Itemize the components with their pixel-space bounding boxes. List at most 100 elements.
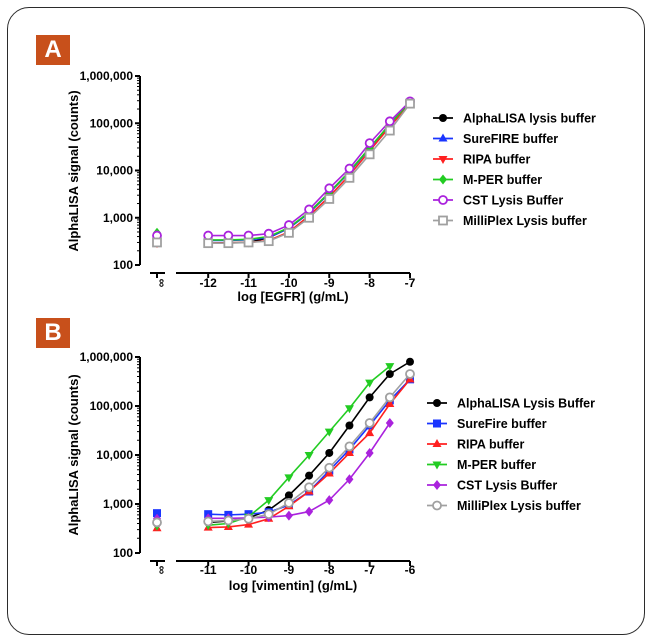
panel-b-series-alphalisa-lysis-buffer-point (284, 491, 293, 500)
panel-a-series-milliplex-lysis-buffer-point (364, 149, 375, 160)
panel-a-x-axis-label: log [EGFR] (g/mL) (237, 289, 348, 304)
panel-b-legend-label: MilliPlex Lysis buffer (457, 499, 581, 513)
panel-a-series-milliplex-lysis-buffer-point (284, 227, 294, 238)
panel-b-legend-label: SureFire buffer (457, 417, 547, 431)
panel-b-chart: 100 1,000 10,000 100,000 1,000,000 AlphaLISA … (66, 350, 595, 593)
panel-b-y-tick-label: 10,000 (96, 448, 133, 462)
panel-b-series-cst-lysis-buffer (153, 417, 394, 524)
panel-a-series-surefire-buffer (152, 97, 415, 244)
panel-b-series-m-per-buffer-point (324, 428, 334, 437)
panel-b-series-alphalisa-lysis-buffer-point (305, 471, 314, 480)
panel-b-series-cst-lysis-buffer-point (284, 510, 293, 521)
panel-b-series-milliplex-lysis-buffer-point (324, 462, 335, 473)
panel-a-y-tick-label: 1,000 (103, 211, 133, 225)
panel-b-legend-marker (432, 500, 442, 511)
panel-a-legend-label: RIPA buffer (463, 153, 530, 167)
panel-a-y-tick-label: 100,000 (90, 116, 134, 130)
panel-b-series-cst-lysis-buffer-line (208, 422, 391, 520)
panel-b-x-tick-label-zero: ∞ (154, 566, 168, 575)
panel-b-series-cst-lysis-buffer-point (345, 474, 354, 485)
panel-b-series-m-per-buffer-point (344, 405, 354, 414)
panel-a-legend-marker (438, 195, 448, 205)
panel-b-series-milliplex-lysis-buffer-point (243, 513, 254, 524)
panel-a-legend-marker (438, 215, 448, 226)
panel-b-x-tick-label: -10 (240, 563, 258, 577)
panel-b-series-ripa-buffer-point (344, 447, 354, 456)
panel-b-legend-marker (432, 461, 442, 470)
panel-b-series-milliplex-lysis-buffer-point (304, 482, 314, 493)
figure-frame (7, 7, 645, 635)
panel-a-legend-label: M-PER buffer (463, 173, 542, 187)
panel-a-series-milliplex-lysis-buffer (152, 98, 415, 249)
panel-b-legend-marker (432, 439, 442, 447)
panel-a-legend-marker (439, 114, 447, 122)
panel-b-legend-marker (433, 480, 441, 490)
panel-b-series-milliplex-lysis-buffer (152, 369, 415, 528)
panel-b-series-alphalisa-lysis-buffer-point (345, 421, 354, 430)
panel-a-series-milliplex-lysis-buffer-point (304, 212, 314, 223)
panel-b-series-milliplex-lysis-buffer-point (203, 516, 214, 527)
panel-b-x-tick-label: -6 (405, 563, 416, 577)
panel-a-series-milliplex-lysis-buffer-point (405, 98, 415, 109)
panel-b-series-alphalisa-lysis-buffer (153, 357, 414, 528)
panel-b-series-surefire-buffer-point (153, 509, 161, 518)
panel-a-series-alphalisa-lysis-buffer (153, 98, 414, 248)
panel-a-series-cst-lysis-buffer-point (304, 204, 314, 215)
panel-a-x-tick-label-zero: ∞ (154, 279, 168, 288)
panel-a-y-tick-label: 10,000 (96, 164, 133, 178)
panel-a-x-tick-label: -11 (240, 276, 257, 290)
panel-b-y-tick-label: 1,000 (103, 497, 133, 511)
panel-b-series-m-per-buffer-line (208, 365, 391, 526)
panel-b-series-m-per-buffer-point (385, 363, 395, 372)
panel-b-series-milliplex-lysis-buffer-point (364, 418, 375, 428)
panel-a-series-cst-lysis-buffer-point (284, 220, 294, 230)
panel-b-series-m-per-buffer-point (304, 452, 314, 460)
panel-b-series-ripa-buffer-point (365, 428, 375, 437)
panel-a-series-milliplex-lysis-buffer-point (324, 194, 335, 204)
panel-a-series-m-per-buffer (153, 97, 414, 245)
panel-b-series-m-per-buffer-point (365, 379, 375, 388)
panel-a-legend-label: CST Lysis Buffer (463, 194, 563, 208)
panel-a-x-tick-label: -8 (364, 276, 375, 290)
panel-b-y-tick-label: 1,000,000 (80, 350, 134, 364)
panel-a-y-tick-label: 1,000,000 (80, 69, 134, 83)
panel-b-series-milliplex-lysis-buffer-point (263, 509, 274, 520)
panel-b-series-cst-lysis-buffer-point (365, 447, 374, 458)
panel-b-series-m-per-buffer-point (284, 474, 294, 483)
panel-a-series-milliplex-lysis-buffer-point (203, 238, 214, 249)
panel-a-badge: A (36, 35, 70, 65)
panel-b-series-milliplex-lysis-buffer-point (344, 441, 355, 452)
panel-a-legend-label: MilliPlex Lysis buffer (463, 214, 587, 228)
panel-b-x-tick-label: -11 (200, 563, 217, 577)
panel-a-series-milliplex-lysis-buffer-point (243, 237, 254, 248)
panel-a-y-tick-label: 100 (113, 258, 133, 272)
panel-b-series-alphalisa-lysis-buffer-point (325, 448, 334, 457)
panel-a-legend-label: AlphaLISA lysis buffer (463, 112, 596, 126)
panel-a-series-milliplex-lysis-buffer-point (223, 238, 234, 249)
panel-b-series-alphalisa-lysis-buffer-line (208, 361, 411, 524)
panel-b-series-cst-lysis-buffer-point (385, 417, 394, 428)
panel-b-y-axis-label: AlphaLISA signal (counts) (66, 374, 81, 535)
panel-b-x-axis-label: log [vimentin] (g/mL) (229, 578, 358, 593)
panel-b-series-alphalisa-lysis-buffer-point (406, 357, 414, 366)
panel-a-chart: 100 1,000 10,000 100,000 1,000,000 AlphaLISA … (66, 69, 596, 304)
panel-a-series-cst-lysis-buffer-point (384, 116, 395, 127)
panel-a-y-axis-label: AlphaLISA signal (counts) (66, 90, 81, 251)
panel-b-series-surefire-buffer (153, 375, 414, 519)
panel-b-legend-label: RIPA buffer (457, 438, 524, 452)
panel-a-series-cst-lysis-buffer-point (324, 183, 335, 194)
panel-b-series-milliplex-lysis-buffer-point (223, 515, 234, 526)
panel-a-legend-marker (438, 133, 448, 142)
panel-b-y-tick-label: 100,000 (90, 399, 134, 413)
panel-b-legend-label: M-PER buffer (457, 458, 536, 472)
panel-b-series-ripa-buffer-point (385, 398, 395, 407)
panel-b-series-milliplex-lysis-buffer-point (284, 498, 294, 508)
panel-b-series-milliplex-lysis-buffer-point (384, 392, 395, 403)
panel-a-series-milliplex-lysis-buffer-point (263, 236, 274, 247)
panel-b-legend-label: CST Lysis Buffer (457, 479, 557, 493)
panel-b-series-alphalisa-lysis-buffer-point (365, 393, 374, 402)
panel-b-series-m-per-buffer (152, 363, 395, 531)
panel-a-series-cst-lysis-buffer-point (344, 163, 355, 174)
panel-b-series-cst-lysis-buffer-point (305, 506, 314, 517)
